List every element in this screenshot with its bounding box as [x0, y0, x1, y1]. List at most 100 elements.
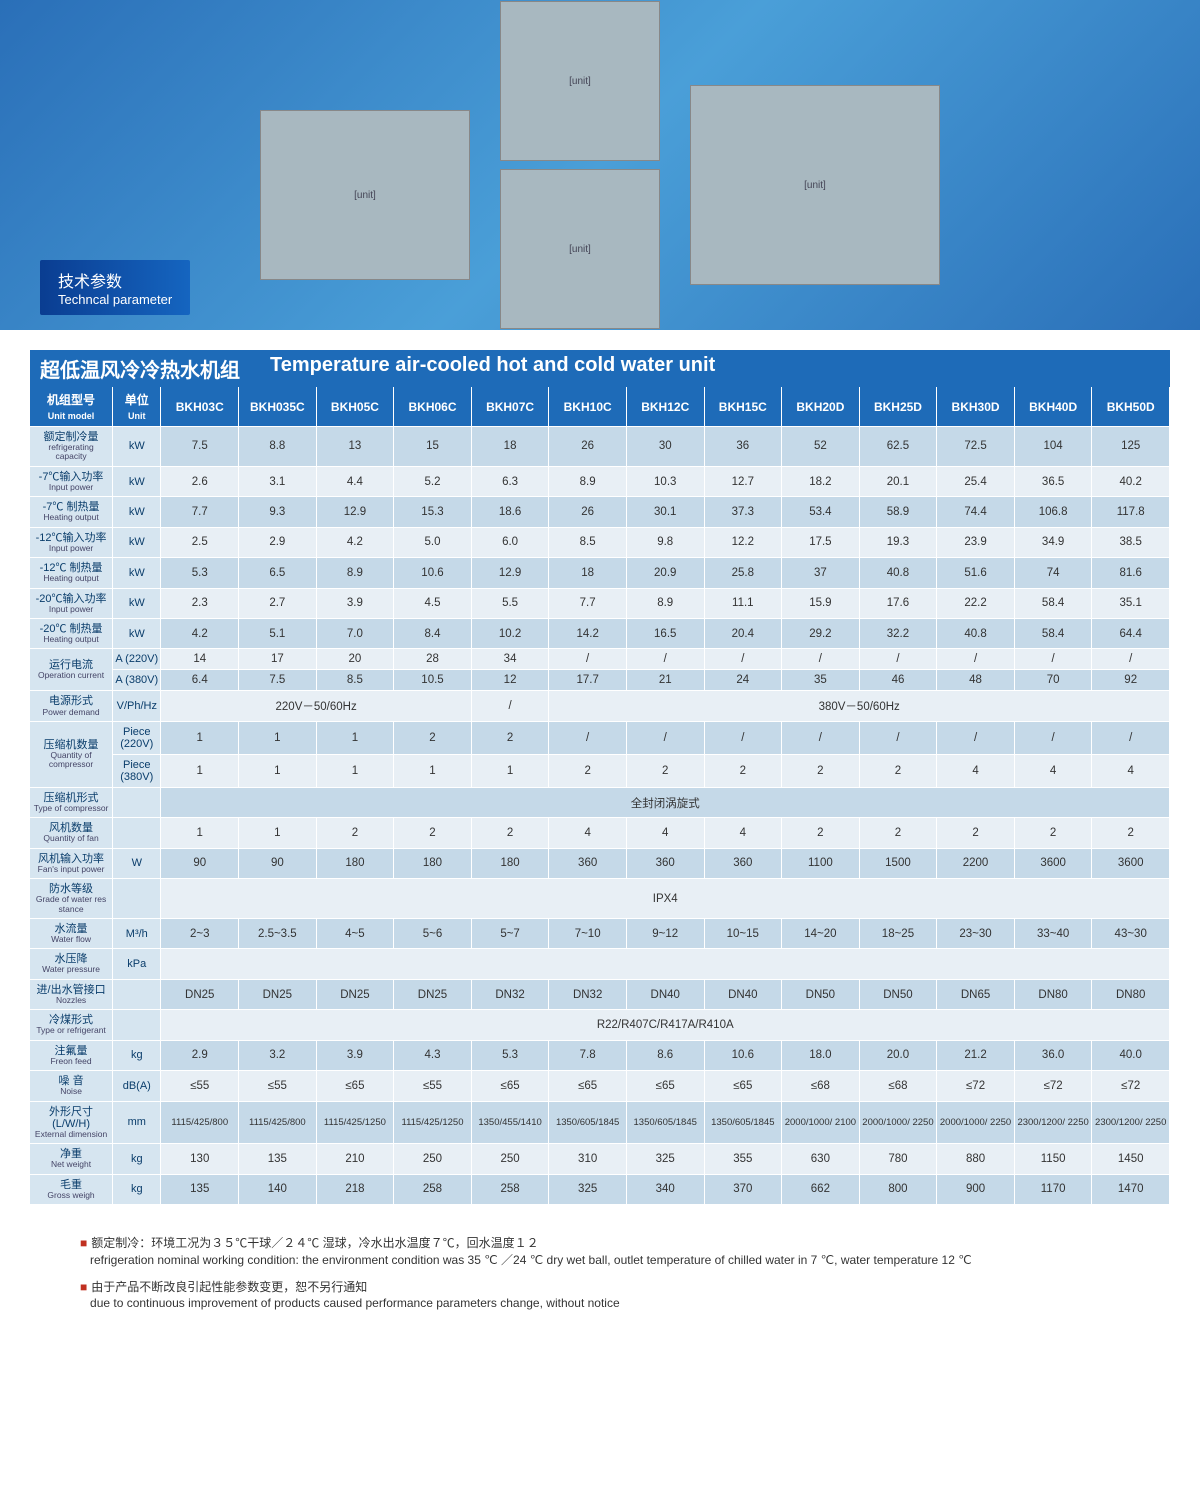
table-row: 压缩机形式Type of compressor全封闭涡旋式: [30, 787, 1170, 817]
table-cell: 38.5: [1092, 527, 1170, 557]
row-unit: M³/h: [113, 918, 161, 948]
table-cell: 1170: [1014, 1174, 1092, 1204]
table-cell: 780: [859, 1144, 937, 1174]
table-cell: 10.6: [704, 1040, 782, 1070]
table-cell: 130: [161, 1144, 239, 1174]
table-cell: ≤55: [239, 1071, 317, 1101]
table-cell: /: [782, 649, 860, 670]
product-image-1: [unit]: [260, 110, 470, 280]
table-cell: DN50: [859, 979, 937, 1009]
table-cell: 1100: [782, 848, 860, 878]
table-cell: 2: [1092, 818, 1170, 848]
table-row: 运行电流Operation currentA (220V)1417202834/…: [30, 649, 1170, 670]
table-cell: 18.2: [782, 466, 860, 496]
row-unit: [113, 787, 161, 817]
row-label: 进/出水管接口Nozzles: [30, 979, 113, 1009]
table-cell: 18.0: [782, 1040, 860, 1070]
row-unit: Piece (220V): [113, 721, 161, 754]
table-cell: ≤72: [1014, 1071, 1092, 1101]
table-cell: 630: [782, 1144, 860, 1174]
table-cell: ≤72: [1092, 1071, 1170, 1101]
footnote-2: ■由于产品不断改良引起性能参数变更，恕不另行通知 due to continuo…: [80, 1279, 1170, 1313]
th-unit: 单位Unit: [113, 387, 161, 427]
row-unit: [113, 879, 161, 919]
table-cell: 2.9: [239, 527, 317, 557]
table-cell: 12: [471, 670, 549, 691]
table-title-bar: 超低温风冷冷热水机组 Temperature air-cooled hot an…: [30, 350, 1170, 387]
table-cell: 5.3: [161, 558, 239, 588]
table-cell: 40.8: [859, 558, 937, 588]
table-cell: 15: [394, 427, 472, 467]
table-cell: 370: [704, 1174, 782, 1204]
th-m10: BKH30D: [937, 387, 1015, 427]
table-cell: 34.9: [1014, 527, 1092, 557]
table-cell: 3.1: [239, 466, 317, 496]
table-cell: 8.8: [239, 427, 317, 467]
table-cell: 220V－50/60Hz: [161, 691, 471, 721]
row-label: 压缩机数量Quantity of compressor: [30, 721, 113, 787]
table-cell: 17.7: [549, 670, 627, 691]
table-cell: 15.9: [782, 588, 860, 618]
product-image-2: [unit]: [500, 1, 660, 161]
table-cell: 380V－50/60Hz: [549, 691, 1170, 721]
row-label: 水流量Water flow: [30, 918, 113, 948]
table-cell: /: [626, 649, 704, 670]
table-cell: 21: [626, 670, 704, 691]
table-cell: ≤65: [626, 1071, 704, 1101]
table-cell: 4: [937, 754, 1015, 787]
table-cell: 30: [626, 427, 704, 467]
table-row: A (380V)6.47.58.510.51217.72124354648709…: [30, 670, 1170, 691]
table-cell: ≤65: [549, 1071, 627, 1101]
row-label: -7℃ 制热量Heating output: [30, 497, 113, 527]
table-cell: 140: [239, 1174, 317, 1204]
row-label: 额定制冷量refrigerating capacity: [30, 427, 113, 467]
table-cell: /: [626, 721, 704, 754]
table-cell: 2: [549, 754, 627, 787]
table-cell: 325: [626, 1144, 704, 1174]
table-cell: 35: [782, 670, 860, 691]
table-cell: /: [859, 649, 937, 670]
table-cell: 18: [549, 558, 627, 588]
table-cell: 5.1: [239, 618, 317, 648]
table-cell: 26: [549, 427, 627, 467]
table-cell: DN80: [1092, 979, 1170, 1009]
table-cell: /: [1014, 721, 1092, 754]
row-label: -12℃ 制热量Heating output: [30, 558, 113, 588]
table-cell: 10.2: [471, 618, 549, 648]
table-row: 冷煤形式Type or refrigerantR22/R407C/R417A/R…: [30, 1010, 1170, 1040]
table-cell: /: [704, 649, 782, 670]
table-cell: DN80: [1014, 979, 1092, 1009]
row-label: 注氟量Freon feed: [30, 1040, 113, 1070]
row-unit: kW: [113, 497, 161, 527]
table-cell: /: [782, 721, 860, 754]
table-cell: 2: [704, 754, 782, 787]
table-cell: 5.2: [394, 466, 472, 496]
table-cell: 18: [471, 427, 549, 467]
row-unit: Piece (380V): [113, 754, 161, 787]
table-cell: 18~25: [859, 918, 937, 948]
table-cell: 10.3: [626, 466, 704, 496]
row-unit: kg: [113, 1040, 161, 1070]
table-cell: 90: [161, 848, 239, 878]
table-cell: 4.2: [316, 527, 394, 557]
table-cell: /: [471, 691, 549, 721]
table-cell: 2: [626, 754, 704, 787]
table-cell: 1450: [1092, 1144, 1170, 1174]
table-cell: 92: [1092, 670, 1170, 691]
table-cell: ≤68: [782, 1071, 860, 1101]
table-cell: 2: [782, 754, 860, 787]
table-cell: 1115/425/800: [161, 1101, 239, 1144]
row-unit: kW: [113, 527, 161, 557]
table-cell: 58.9: [859, 497, 937, 527]
th-m7: BKH15C: [704, 387, 782, 427]
row-unit: W: [113, 848, 161, 878]
th-m5: BKH10C: [549, 387, 627, 427]
table-row: 风机数量Quantity of fan1122244422222: [30, 818, 1170, 848]
row-label: 噪 音Noise: [30, 1071, 113, 1101]
table-cell: 25.4: [937, 466, 1015, 496]
table-row: Piece (380V)1111122222444: [30, 754, 1170, 787]
table-cell: 1: [471, 754, 549, 787]
table-row: 防水等级Grade of water res stanceIPX4: [30, 879, 1170, 919]
table-cell: DN65: [937, 979, 1015, 1009]
th-m0: BKH03C: [161, 387, 239, 427]
